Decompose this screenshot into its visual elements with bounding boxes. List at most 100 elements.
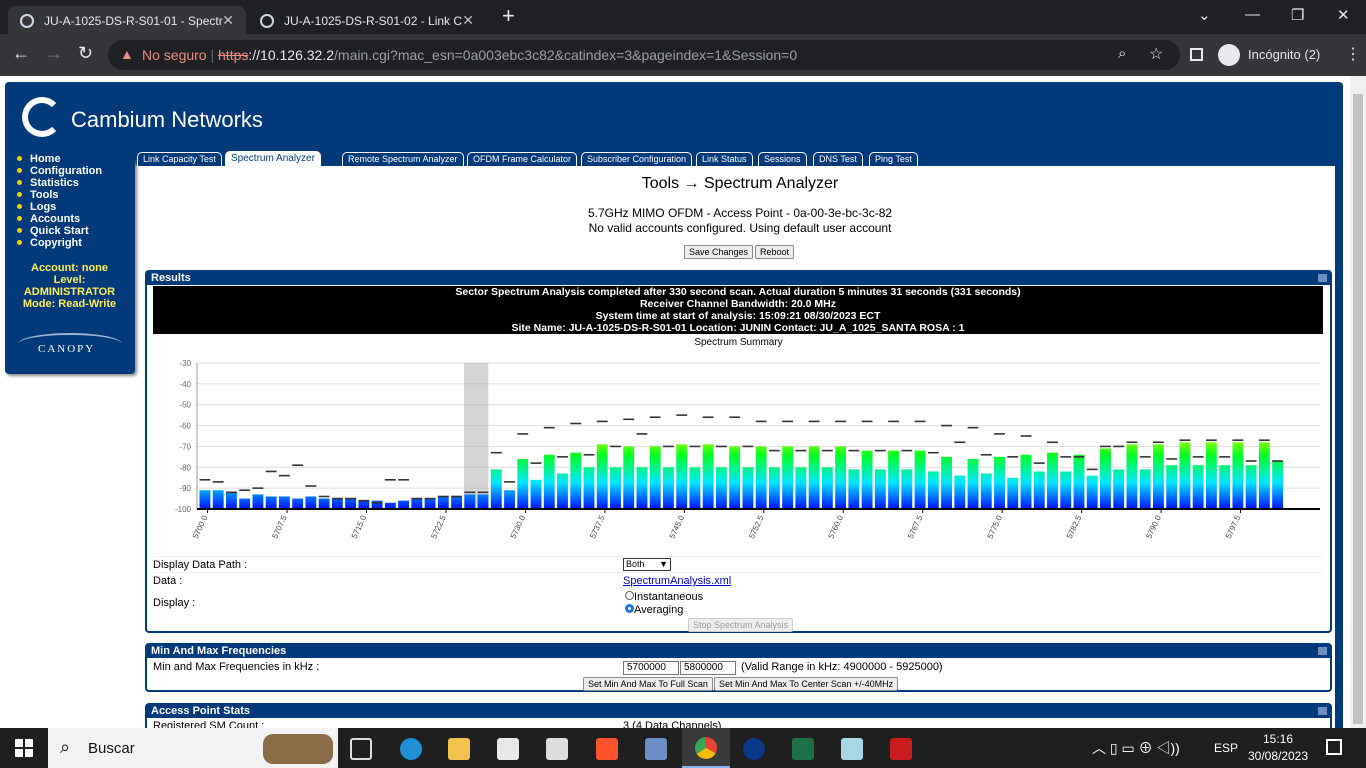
spectrum-bar <box>835 446 847 509</box>
app-icon[interactable] <box>596 738 618 760</box>
x-tick-label: 5730.0 <box>509 514 528 540</box>
clock-date[interactable]: 30/08/2023 <box>1247 749 1309 763</box>
spectrum-bar <box>331 498 343 509</box>
nav-link[interactable]: Home <box>17 153 102 165</box>
nav-link[interactable]: Tools <box>17 189 102 201</box>
spectrum-bar <box>1258 442 1270 509</box>
reload[interactable]: ↻ <box>78 43 94 63</box>
spectrum-bar <box>927 471 939 509</box>
profile[interactable]: Incógnito (2) <box>1248 47 1321 62</box>
spectrum-bar <box>543 454 555 509</box>
nav-link[interactable]: Copyright <box>17 237 102 249</box>
tab-title: JU-A-1025-DS-R-S01-02 - Link C <box>284 14 463 28</box>
tool-tab[interactable]: DNS Test <box>813 152 863 166</box>
x-tick-label: 5775.0 <box>985 514 1004 540</box>
app-icon[interactable] <box>645 738 667 760</box>
x-tick-label: 5767.5 <box>906 514 925 540</box>
nav-link[interactable]: Quick Start <box>17 225 102 237</box>
spectrum-bar <box>384 502 396 509</box>
scrollbar[interactable] <box>1350 76 1366 728</box>
clock-time[interactable]: 15:16 <box>1262 732 1294 746</box>
spectrum-bar <box>1219 465 1231 509</box>
new-tab[interactable]: + <box>502 3 515 28</box>
spectrum-bar <box>1272 461 1284 509</box>
spectrum-bar <box>994 456 1005 509</box>
spectrum-bar <box>411 498 423 509</box>
nav-link[interactable]: Configuration <box>17 165 102 177</box>
app-icon[interactable] <box>841 738 863 760</box>
close[interactable]: ✕ <box>1337 7 1350 24</box>
app-icon[interactable] <box>448 738 470 760</box>
spectrum-bar <box>649 446 661 509</box>
app-icon[interactable] <box>743 738 765 760</box>
side-panel[interactable] <box>1190 48 1203 61</box>
tool-tab[interactable]: Sessions <box>758 152 807 166</box>
tool-tab[interactable]: Link Status <box>696 152 753 166</box>
app-icon[interactable] <box>497 738 519 760</box>
account-info: Account: none Level: ADMINISTRATOR Mode:… <box>5 262 134 310</box>
app-icon[interactable] <box>890 738 912 760</box>
data-link[interactable]: SpectrumAnalysis.xml <box>623 575 732 587</box>
tool-tab[interactable]: Link Capacity Test <box>137 152 222 166</box>
button[interactable]: Stop Spectrum Analysis <box>688 618 794 632</box>
menu[interactable]: ⋮ <box>1345 46 1361 63</box>
back[interactable]: ← <box>12 43 30 63</box>
app-icon[interactable] <box>792 738 814 760</box>
tool-tab[interactable]: Ping Test <box>869 152 918 166</box>
search-box[interactable]: ⌕ Buscar <box>48 728 338 768</box>
forward[interactable]: → <box>45 43 63 63</box>
nav-link[interactable]: Logs <box>17 201 102 213</box>
browser-tab[interactable]: JU-A-1025-DS-R-S01-02 - Link C ✕ <box>248 6 486 34</box>
radio-option[interactable]: Instantaneous <box>625 591 703 603</box>
spectrum-bar <box>371 500 383 509</box>
max-input[interactable]: 5800000 <box>680 661 736 675</box>
button[interactable]: Reboot <box>755 245 795 259</box>
tab-title: JU-A-1025-DS-R-S01-01 - Spectr <box>44 14 223 28</box>
spectrum-bar <box>848 469 860 509</box>
spectrum-bar <box>729 446 741 509</box>
spectrum-bar <box>305 496 317 509</box>
tool-tab[interactable]: Remote Spectrum Analyzer <box>342 152 464 166</box>
start-button[interactable] <box>15 739 33 757</box>
restore[interactable]: ❐ <box>1291 7 1305 24</box>
spectrum-bar <box>676 444 688 509</box>
spectrum-bar <box>1192 465 1204 509</box>
button[interactable]: Set Min And Max To Full Scan <box>583 677 713 691</box>
canopy-logo: CANOPY <box>38 343 96 355</box>
active-app[interactable] <box>682 728 730 768</box>
spectrum-bar <box>278 496 290 509</box>
notifications[interactable] <box>1326 739 1342 755</box>
language[interactable]: ESP <box>1214 741 1239 755</box>
spectrum-bar <box>1007 477 1019 509</box>
tool-tab[interactable]: Subscriber Configuration <box>581 152 693 166</box>
spectrum-bar <box>821 467 833 509</box>
notice: No valid accounts configured. Using defa… <box>588 221 892 235</box>
tool-tab[interactable]: Spectrum Analyzer <box>225 151 321 166</box>
minimize[interactable]: — <box>1245 6 1260 23</box>
app-icon[interactable] <box>400 738 422 760</box>
panel-heading: Min And Max Frequencies <box>147 645 1330 658</box>
select[interactable]: Both ▼ <box>623 558 671 571</box>
task-view[interactable] <box>350 738 372 760</box>
button[interactable]: Set Min And Max To Center Scan +/-40MHz <box>714 677 899 691</box>
brand: Cambium Networks <box>71 107 263 132</box>
radio-option[interactable]: Averaging <box>625 604 683 616</box>
highlight-band <box>463 363 489 509</box>
y-tick-label: -100 <box>175 505 192 514</box>
app-icon[interactable] <box>546 738 568 760</box>
nav-link[interactable]: Statistics <box>17 177 102 189</box>
browser-tab[interactable]: JU-A-1025-DS-R-S01-01 - Spectr ✕ <box>8 6 246 34</box>
zoom-icon[interactable]: ⌕ <box>1118 45 1127 62</box>
spectrum-bar <box>398 500 410 509</box>
address-bar[interactable]: ▲ No seguro | https://10.126.32.2/main.c… <box>108 40 1180 70</box>
bookmark[interactable]: ☆ <box>1149 46 1164 63</box>
tab-search[interactable]: ⌄ <box>1198 7 1211 24</box>
tray-icons[interactable]: ︿ ▯ ▭ ⊕ ◁)) <box>1092 740 1180 756</box>
x-tick-label: 5760.0 <box>827 514 846 540</box>
min-input[interactable]: 5700000 <box>623 661 679 675</box>
button[interactable]: Save Changes <box>684 245 754 259</box>
spectrum-bar <box>1073 454 1085 509</box>
tool-tab[interactable]: OFDM Frame Calculator <box>467 152 578 166</box>
nav-link[interactable]: Accounts <box>17 213 102 225</box>
